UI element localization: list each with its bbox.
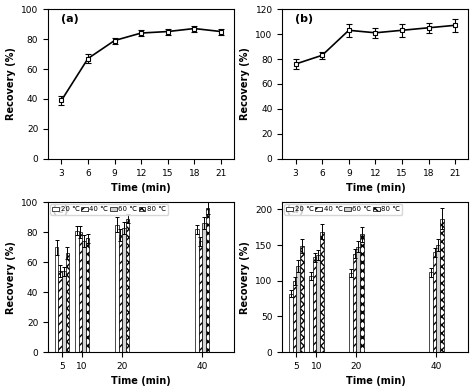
Text: (b): (b) — [295, 14, 313, 24]
Bar — [437, 245, 440, 352]
Bar — [202, 223, 206, 352]
Text: (a): (a) — [61, 14, 79, 24]
Y-axis label: Recovery (%): Recovery (%) — [6, 241, 16, 314]
X-axis label: Time (min): Time (min) — [111, 183, 171, 193]
Bar — [320, 232, 324, 352]
Y-axis label: Recovery (%): Recovery (%) — [240, 241, 250, 314]
Bar — [195, 229, 199, 352]
X-axis label: Time (min): Time (min) — [111, 376, 171, 387]
Bar — [349, 273, 353, 352]
Bar — [296, 266, 300, 352]
Legend: 20 ℃, 40 ℃, 60 ℃, 80 ℃: 20 ℃, 40 ℃, 60 ℃, 80 ℃ — [284, 204, 402, 214]
Text: (d): (d) — [286, 205, 304, 215]
Bar — [289, 294, 293, 352]
Bar — [313, 257, 316, 352]
Bar — [356, 247, 360, 352]
Bar — [440, 219, 444, 352]
Bar — [353, 254, 356, 352]
Bar — [115, 225, 118, 352]
Bar — [79, 232, 82, 352]
Bar — [429, 272, 433, 352]
Bar — [86, 238, 89, 352]
Bar — [58, 271, 62, 352]
Y-axis label: Recovery (%): Recovery (%) — [240, 47, 250, 120]
Bar — [62, 271, 66, 352]
Bar — [75, 231, 79, 352]
Text: (c): (c) — [52, 205, 69, 215]
X-axis label: Time (min): Time (min) — [346, 376, 405, 387]
X-axis label: Time (min): Time (min) — [346, 183, 405, 193]
Bar — [360, 234, 364, 352]
Bar — [309, 276, 313, 352]
Bar — [118, 235, 122, 352]
Bar — [126, 219, 129, 352]
Bar — [66, 253, 69, 352]
Bar — [122, 228, 126, 352]
Bar — [433, 252, 437, 352]
Bar — [316, 255, 320, 352]
Bar — [55, 247, 58, 352]
Bar — [300, 246, 303, 352]
Bar — [206, 208, 210, 352]
Bar — [199, 241, 202, 352]
Legend: 20 ℃, 40 ℃, 60 ℃, 80 ℃: 20 ℃, 40 ℃, 60 ℃, 80 ℃ — [50, 204, 168, 214]
Bar — [293, 281, 296, 352]
Y-axis label: Recovery (%): Recovery (%) — [6, 47, 16, 120]
Bar — [82, 241, 86, 352]
